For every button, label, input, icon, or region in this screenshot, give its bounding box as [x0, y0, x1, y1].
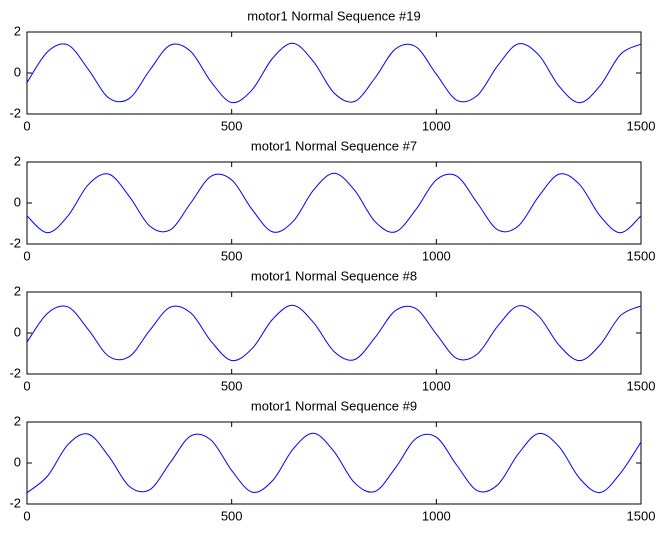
x-tick-label: 1000	[422, 118, 451, 133]
x-tick-label: 0	[23, 508, 30, 523]
y-tick-label: -2	[9, 235, 21, 250]
y-tick-label: 2	[14, 283, 21, 298]
y-tick-label: 0	[14, 324, 21, 339]
x-tick-label: 500	[221, 118, 243, 133]
chart-title: motor1 Normal Sequence #9	[251, 398, 417, 413]
y-tick-label: 0	[14, 194, 21, 209]
x-tick-label: 0	[23, 378, 30, 393]
x-tick-label: 500	[221, 508, 243, 523]
x-tick-label: 1500	[627, 248, 656, 263]
x-tick-label: 1500	[627, 118, 656, 133]
y-tick-label: 0	[14, 64, 21, 79]
x-tick-label: 1000	[422, 248, 451, 263]
x-tick-label: 1500	[627, 378, 656, 393]
chart-title: motor1 Normal Sequence #8	[251, 268, 417, 283]
x-tick-label: 500	[221, 378, 243, 393]
x-tick-label: 1500	[627, 508, 656, 523]
x-tick-label: 0	[23, 248, 30, 263]
y-tick-label: -2	[9, 105, 21, 120]
plot-frame	[26, 291, 642, 375]
x-tick-label: 500	[221, 248, 243, 263]
y-tick-label: 0	[14, 454, 21, 469]
plot-frame	[26, 161, 642, 245]
data-line	[26, 42, 642, 104]
data-line	[26, 172, 642, 234]
plot-frame	[26, 421, 642, 505]
chart-title: motor1 Normal Sequence #7	[251, 138, 417, 153]
y-tick-label: -2	[9, 365, 21, 380]
y-tick-label: -2	[9, 495, 21, 510]
x-tick-label: 1000	[422, 508, 451, 523]
y-tick-label: 2	[14, 413, 21, 428]
x-tick-label: 0	[23, 118, 30, 133]
data-line	[26, 304, 642, 362]
x-tick-label: 1000	[422, 378, 451, 393]
y-tick-label: 2	[14, 23, 21, 38]
data-line	[26, 432, 642, 494]
chart-title: motor1 Normal Sequence #19	[247, 8, 420, 23]
y-tick-label: 2	[14, 153, 21, 168]
